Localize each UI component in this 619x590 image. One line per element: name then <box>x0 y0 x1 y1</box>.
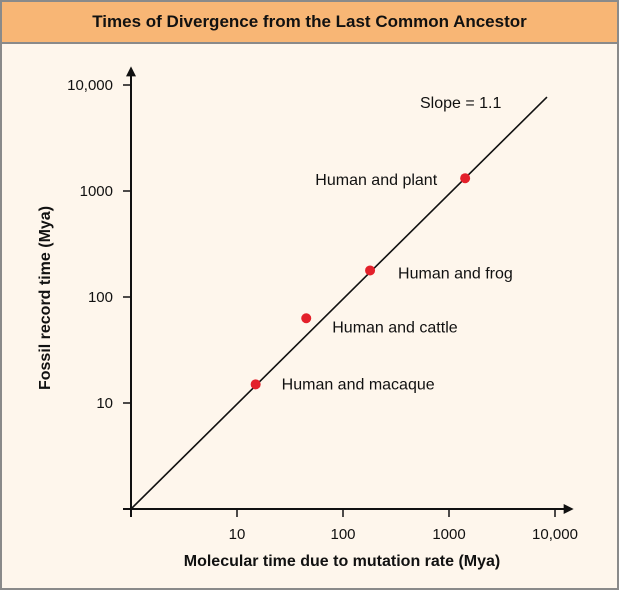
x-tick-label: 100 <box>330 526 355 543</box>
point-label: Human and frog <box>398 265 513 282</box>
x-tick-label: 1000 <box>432 526 465 543</box>
data-point <box>365 265 376 276</box>
y-tick-label: 1000 <box>80 183 113 200</box>
y-axis-arrow <box>126 66 136 77</box>
chart-title: Times of Divergence from the Last Common… <box>2 2 617 44</box>
fit-line <box>130 96 548 510</box>
data-point <box>250 379 261 390</box>
y-tick-label: 10 <box>96 395 113 412</box>
data-point <box>460 173 471 184</box>
y-axis-label: Fossil record time (Mya) <box>37 206 54 390</box>
x-tick-label: 10,000 <box>532 526 578 543</box>
x-axis-label: Molecular time due to mutation rate (Mya… <box>184 553 500 570</box>
x-tick-label: 10 <box>229 526 246 543</box>
y-tick-label: 10,000 <box>67 77 113 94</box>
y-tick-label: 100 <box>88 289 113 306</box>
point-label: Human and plant <box>315 172 437 189</box>
point-label: Human and macaque <box>282 376 435 393</box>
point-label: Human and cattle <box>332 319 458 336</box>
x-axis-arrow <box>563 504 574 514</box>
slope-label: Slope = 1.1 <box>420 95 502 112</box>
data-point <box>301 313 312 324</box>
